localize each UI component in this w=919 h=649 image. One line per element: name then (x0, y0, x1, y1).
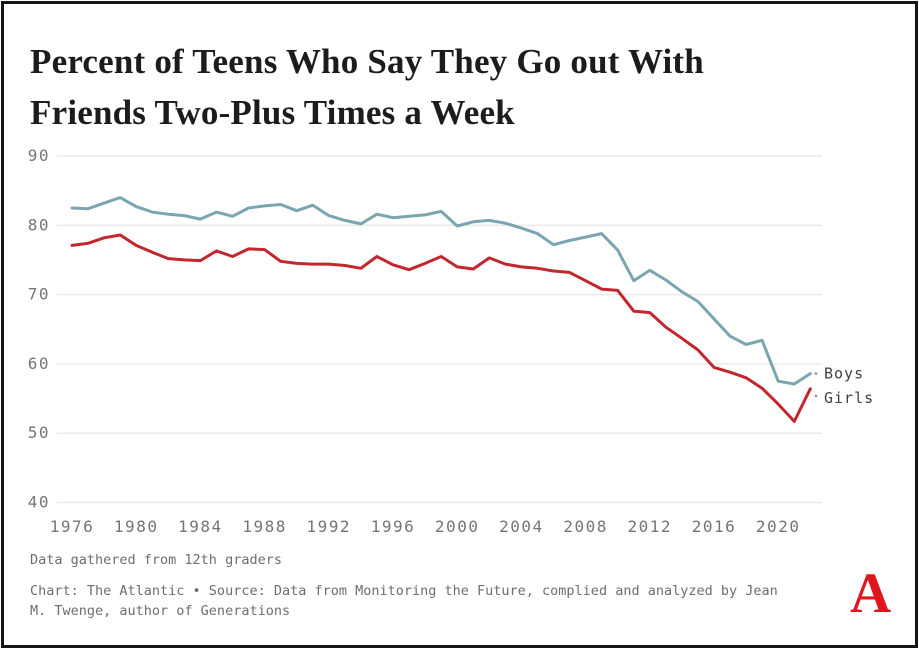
x-tick-label: 2000 (435, 517, 480, 536)
x-tick-label: 1988 (242, 517, 287, 536)
series-label-boys: Boys (824, 365, 864, 383)
chart-title: Percent of Teens Who Say They Go out Wit… (30, 42, 704, 132)
footer-source: Chart: The Atlantic • Source: Data from … (30, 583, 778, 620)
x-tick-label: 2008 (563, 517, 608, 536)
x-tick-label: 1976 (50, 517, 95, 536)
series-line-boys (70, 196, 812, 386)
x-tick-label: 1980 (114, 517, 159, 536)
series-line-girls (70, 233, 812, 423)
x-tick-label: 2004 (499, 517, 544, 536)
x-tick-label: 2020 (756, 517, 801, 536)
y-tick-label: 40 (28, 493, 50, 512)
y-tick-label: 50 (28, 423, 50, 442)
x-tick-label: 2012 (628, 517, 673, 536)
series-label-girls: Girls (824, 389, 874, 407)
x-tick-label: 1984 (178, 517, 223, 536)
y-tick-label: 80 (28, 215, 50, 234)
x-tick-label: 1992 (307, 517, 352, 536)
y-tick-label: 60 (28, 354, 50, 373)
x-tick-label: 2016 (692, 517, 737, 536)
footer-note: Data gathered from 12th graders (30, 552, 282, 568)
series-leader-mark (814, 372, 818, 376)
y-tick-label: 70 (28, 285, 50, 304)
series-leader-mark (814, 394, 818, 398)
atlantic-logo: A (850, 562, 892, 625)
x-tick-label: 1996 (371, 517, 416, 536)
y-tick-label: 90 (28, 146, 50, 165)
